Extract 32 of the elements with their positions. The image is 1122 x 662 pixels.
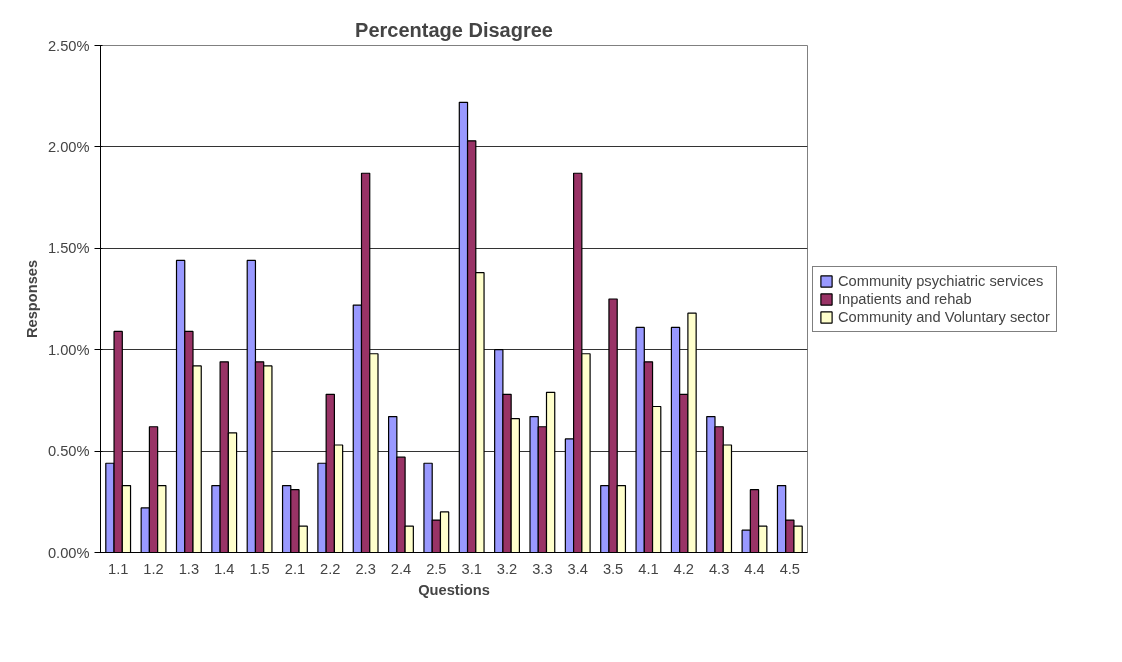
x-tick-label: 2.4: [390, 560, 412, 577]
x-tick-label: 2.1: [284, 560, 306, 577]
x-axis-title: Questions: [418, 581, 490, 598]
y-axis-title: Responses: [23, 259, 40, 339]
x-tick-label: 4.5: [779, 560, 801, 577]
x-tick-label: 4.1: [638, 560, 659, 577]
x-tick-label: 3.2: [496, 560, 518, 577]
y-tick-label: 1.50%: [47, 240, 90, 257]
x-tick-label: 4.2: [673, 560, 694, 577]
y-tick-label: 0.50%: [47, 443, 90, 460]
legend-label: Inpatients and rehab: [838, 290, 972, 307]
x-tick-label: 2.2: [320, 560, 341, 577]
y-tick-label: 0.00%: [47, 544, 90, 561]
x-tick-label: 2.5: [426, 560, 447, 577]
x-tick-label: 1.4: [214, 560, 235, 577]
x-tick-label: 3.5: [602, 560, 624, 577]
legend-label: Community psychiatric services: [838, 272, 1044, 289]
x-tick-label: 3.1: [461, 560, 482, 577]
x-tick-label: 3.4: [567, 560, 588, 577]
legend-label: Community and Voluntary sector: [838, 308, 1050, 325]
chart-title: Percentage Disagree: [355, 18, 553, 41]
x-tick-label: 3.3: [532, 560, 553, 577]
x-tick-label: 1.1: [107, 560, 129, 577]
x-tick-label: 1.2: [143, 560, 164, 577]
x-tick-label: 2.3: [355, 560, 376, 577]
x-tick-label: 4.4: [744, 560, 765, 577]
y-tick-label: 1.00%: [47, 341, 90, 358]
x-tick-label: 1.3: [178, 560, 200, 577]
x-tick-label: 1.5: [249, 560, 270, 577]
x-tick-label: 4.3: [708, 560, 730, 577]
y-tick-label: 2.50%: [47, 37, 90, 54]
y-tick-label: 2.00%: [47, 138, 90, 155]
